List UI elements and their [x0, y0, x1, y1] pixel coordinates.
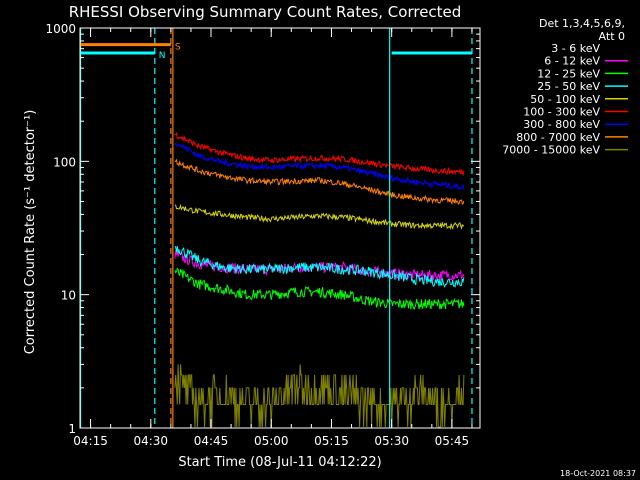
x-axis-label: Start Time (08-Jul-11 04:12:22)	[178, 455, 381, 470]
series-line-7	[174, 158, 465, 205]
flag-label-2: S	[175, 43, 181, 53]
legend-label-1: 6 - 12 keV	[544, 55, 600, 68]
chart-title: RHESSI Observing Summary Count Rates, Co…	[69, 3, 462, 21]
legend-label-4: 50 - 100 keV	[530, 93, 600, 106]
legend-label-6: 300 - 800 keV	[523, 118, 600, 131]
series-line-5	[174, 131, 465, 177]
x-tick-label: 04:15	[73, 434, 108, 448]
detector-info-line-2: Att 0	[599, 30, 625, 43]
series-line-3	[174, 245, 465, 288]
series-group	[174, 131, 465, 428]
legend-label-2: 12 - 25 keV	[537, 67, 600, 80]
y-tick-label: 100	[53, 155, 76, 169]
flag-group: NS	[79, 28, 473, 428]
x-tick-label: 04:45	[194, 434, 229, 448]
series-line-4	[174, 203, 465, 231]
series-line-8	[174, 364, 465, 428]
plot-frame	[79, 27, 481, 429]
x-tick-label: 05:45	[435, 434, 470, 448]
series-line-2	[174, 267, 465, 311]
flag-label-1: N	[159, 51, 166, 61]
y-tick-label: 10	[61, 289, 76, 303]
legend-label-7: 800 - 7000 keV	[516, 131, 600, 144]
detector-info-line-1: Det 1,3,4,5,6,9,	[539, 17, 625, 30]
x-tick-label: 05:00	[254, 434, 289, 448]
series-line-6	[174, 142, 465, 191]
legend-label-3: 25 - 50 keV	[537, 80, 600, 93]
series-line-0	[174, 303, 465, 363]
x-tick-label: 04:30	[133, 434, 168, 448]
x-tick-label: 05:15	[314, 434, 349, 448]
axes-group: 1 10 100 1000 04:15 04:30 04:45 05:00 05:15 05:30…	[45, 22, 481, 448]
y-tick-label: 1	[68, 422, 76, 436]
generation-timestamp: 18-Oct-2021 08:37	[560, 469, 636, 478]
legend-label-5: 100 - 300 keV	[523, 106, 600, 119]
y-tick-label: 1000	[45, 22, 76, 36]
legend-label-8: 7000 - 15000 keV	[502, 144, 600, 157]
y-axis-label: Corrected Count Rate (s⁻¹ detector⁻¹)	[23, 110, 38, 355]
legend-label-0: 3 - 6 keV	[551, 42, 600, 55]
x-tick-label: 05:30	[374, 434, 409, 448]
